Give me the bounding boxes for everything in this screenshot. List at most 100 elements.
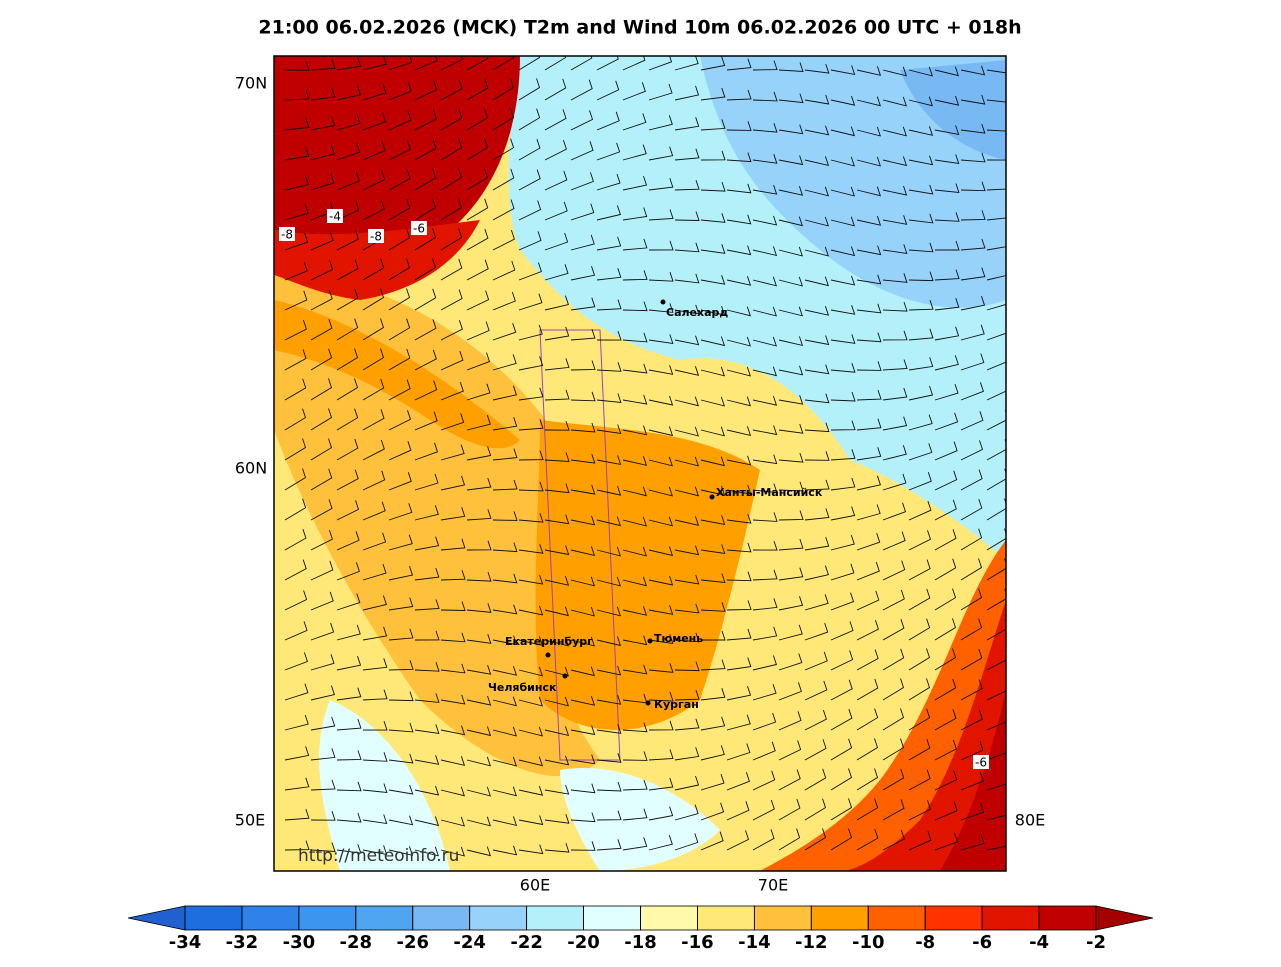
wind-barb <box>882 738 905 761</box>
wind-barb <box>570 422 596 433</box>
wind-barb <box>622 394 648 405</box>
wind-barb <box>440 846 465 857</box>
wind-barb <box>830 477 856 491</box>
colorbar-swatch <box>753 905 812 931</box>
wind-barb <box>440 289 463 311</box>
wind-barb <box>830 246 856 257</box>
wind-barb <box>674 273 700 284</box>
wind-barb <box>466 846 491 857</box>
wind-barb <box>466 78 489 101</box>
wind-barb <box>752 395 778 406</box>
wind-barb <box>622 837 648 851</box>
wind-barb <box>648 835 673 851</box>
wind-barb <box>466 259 489 281</box>
wind-barb <box>648 272 674 282</box>
wind-barb <box>492 573 518 584</box>
wind-barb <box>466 603 492 613</box>
wind-barb <box>778 276 803 287</box>
wind-barb <box>752 366 777 377</box>
wind-barb <box>726 830 750 851</box>
wind-barb <box>700 87 726 101</box>
wind-barb <box>960 324 985 341</box>
wind-barb <box>310 319 333 341</box>
wind-barb <box>986 188 1006 191</box>
wind-barb <box>674 603 700 614</box>
wind-barb <box>648 575 674 586</box>
wind-barb <box>414 693 440 703</box>
wind-barb <box>596 636 622 647</box>
wind-barb <box>414 288 437 311</box>
wind-barb <box>674 661 700 672</box>
wind-barb <box>414 724 440 734</box>
wind-barb <box>648 56 673 71</box>
city-dot <box>545 652 551 658</box>
wind-barb <box>856 216 882 226</box>
wind-barb <box>700 716 726 731</box>
wind-barb <box>414 380 438 401</box>
wind-barb <box>570 515 596 526</box>
wind-barb <box>804 276 829 287</box>
wind-barb <box>960 648 983 671</box>
wind-barb <box>570 841 596 851</box>
wind-barb <box>804 306 830 316</box>
wind-barb <box>934 648 957 671</box>
colorbar-tick-label: -28 <box>340 932 373 953</box>
wind-barb <box>700 802 725 821</box>
wind-barb <box>362 814 388 825</box>
wind-barb <box>388 815 414 826</box>
wind-barb <box>700 426 725 437</box>
wind-barb <box>908 328 934 341</box>
wind-barb <box>648 605 674 615</box>
wind-barb <box>960 94 986 105</box>
wind-barb <box>986 711 1006 731</box>
wind-barb <box>518 726 543 737</box>
wind-barb <box>544 576 570 586</box>
wind-barb <box>804 622 829 641</box>
wind-barb <box>570 266 596 281</box>
wind-barb <box>804 216 829 227</box>
wind-barb <box>596 516 621 527</box>
wind-barb <box>934 183 960 194</box>
wind-barb <box>388 565 414 581</box>
lon-label: 70E <box>758 876 788 895</box>
wind-barb <box>700 688 726 701</box>
wind-barb <box>544 295 569 311</box>
wind-barb <box>908 738 931 761</box>
wind-barb <box>778 155 804 166</box>
wind-barb <box>908 769 931 791</box>
wind-barb <box>362 318 385 341</box>
wind-barb <box>544 545 570 556</box>
wind-barb <box>544 483 570 494</box>
wind-barb <box>856 504 881 521</box>
wind-barb <box>856 245 882 256</box>
wind-barb <box>648 334 674 344</box>
colorbar-swatch <box>583 905 641 931</box>
wind-barb <box>674 718 700 731</box>
wind-barb <box>544 814 570 824</box>
wind-barb <box>596 205 621 221</box>
wind-barb <box>518 512 544 523</box>
colorbar-tick-label: -18 <box>624 932 657 953</box>
wind-barb <box>518 666 543 677</box>
wind-barb <box>518 200 542 221</box>
wind-barb <box>648 749 674 761</box>
wind-barb <box>336 318 359 341</box>
wind-barb <box>934 212 960 222</box>
colorbar-swatch <box>355 905 414 931</box>
city-name: Челябинск <box>488 681 557 694</box>
wind-barb <box>466 786 491 797</box>
wind-barb <box>804 63 830 74</box>
wind-barb <box>674 366 700 376</box>
wind-barb <box>544 358 570 371</box>
colorbar-swatch <box>924 905 983 931</box>
wind-barb <box>336 624 361 641</box>
wind-barb <box>908 213 934 224</box>
wind-barb <box>986 303 1006 311</box>
wind-barb <box>440 601 466 611</box>
wind-barb <box>414 567 440 581</box>
wind-barb <box>492 604 518 615</box>
wind-barb <box>362 658 388 671</box>
wind-barb <box>310 348 333 371</box>
wind-barb <box>934 558 957 581</box>
